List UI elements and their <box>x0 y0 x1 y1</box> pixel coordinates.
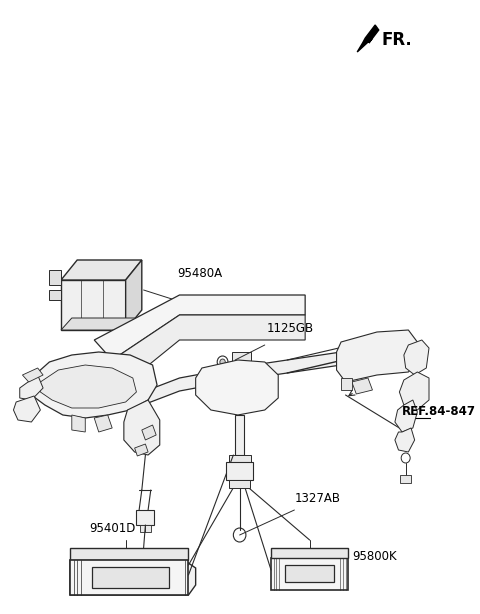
Polygon shape <box>400 475 411 483</box>
Text: 1327AB: 1327AB <box>294 492 340 505</box>
Polygon shape <box>27 352 157 418</box>
Circle shape <box>237 477 242 483</box>
Polygon shape <box>226 462 253 480</box>
Circle shape <box>364 341 389 369</box>
Polygon shape <box>399 372 429 410</box>
Polygon shape <box>61 318 136 330</box>
Text: 1125GB: 1125GB <box>266 322 314 335</box>
Polygon shape <box>23 368 43 382</box>
Polygon shape <box>196 360 278 415</box>
Polygon shape <box>94 415 112 432</box>
Circle shape <box>222 370 254 406</box>
Text: REF.84-847: REF.84-847 <box>402 405 476 418</box>
Polygon shape <box>72 415 85 432</box>
Polygon shape <box>70 560 189 595</box>
Polygon shape <box>61 260 142 280</box>
Polygon shape <box>134 444 148 456</box>
Polygon shape <box>286 565 334 582</box>
Polygon shape <box>148 342 413 403</box>
Polygon shape <box>231 352 252 368</box>
Polygon shape <box>395 428 415 452</box>
Polygon shape <box>136 510 155 525</box>
Polygon shape <box>70 548 189 560</box>
Polygon shape <box>229 480 251 488</box>
Circle shape <box>372 349 383 361</box>
Polygon shape <box>70 560 196 595</box>
Polygon shape <box>229 455 252 465</box>
Polygon shape <box>38 365 136 408</box>
Polygon shape <box>395 400 417 432</box>
Polygon shape <box>126 260 142 330</box>
Polygon shape <box>142 425 156 440</box>
Polygon shape <box>404 340 429 375</box>
Text: FR.: FR. <box>382 31 412 49</box>
Text: 95480A: 95480A <box>177 267 222 280</box>
Polygon shape <box>271 548 348 558</box>
Polygon shape <box>49 290 61 300</box>
Polygon shape <box>235 415 244 455</box>
Polygon shape <box>341 378 352 390</box>
Polygon shape <box>112 315 305 380</box>
Text: 95800K: 95800K <box>352 550 396 563</box>
Text: 95401D: 95401D <box>90 522 136 535</box>
Circle shape <box>231 380 245 396</box>
Polygon shape <box>13 396 40 422</box>
Polygon shape <box>49 270 61 285</box>
Polygon shape <box>352 378 372 394</box>
Polygon shape <box>92 567 169 588</box>
Polygon shape <box>145 525 151 532</box>
Polygon shape <box>124 400 160 455</box>
Polygon shape <box>140 525 145 532</box>
Polygon shape <box>357 25 379 52</box>
Polygon shape <box>271 558 348 590</box>
Polygon shape <box>61 280 126 330</box>
Circle shape <box>220 359 225 365</box>
Polygon shape <box>336 330 417 382</box>
Polygon shape <box>20 375 43 400</box>
Polygon shape <box>94 295 305 360</box>
